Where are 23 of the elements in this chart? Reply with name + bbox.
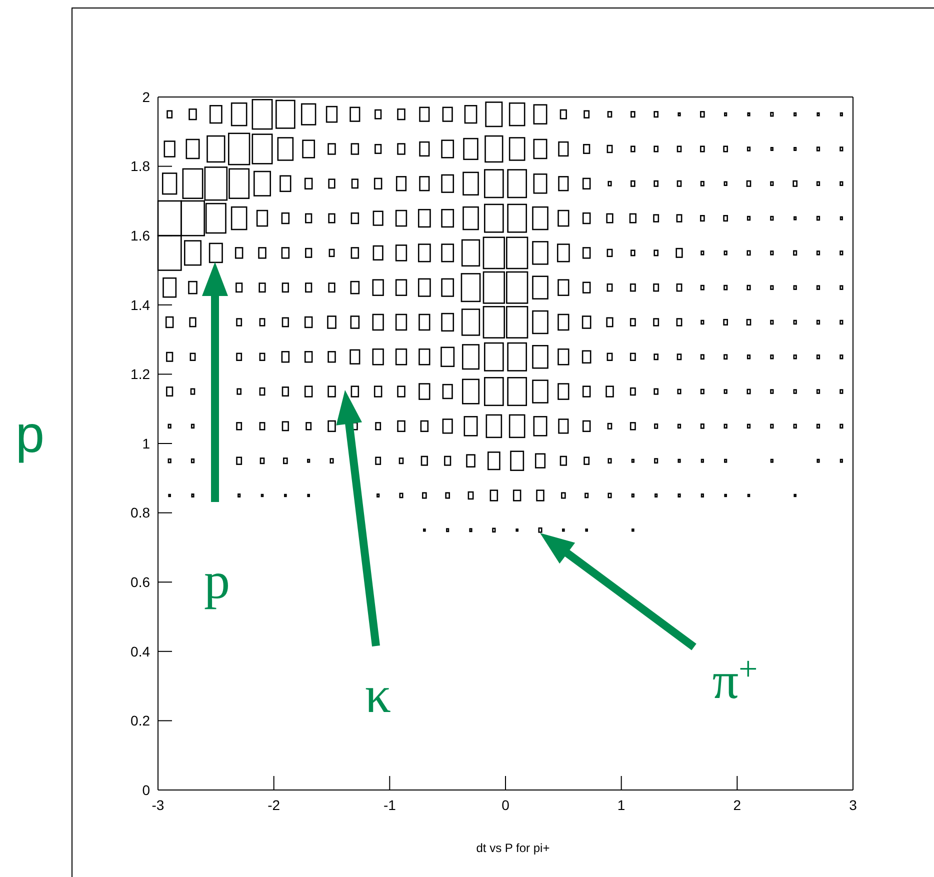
x-tick-label: 3 (849, 797, 858, 813)
y-tick-label: 0 (142, 782, 150, 798)
annotation: p (204, 553, 230, 610)
x-tick-label: -1 (383, 797, 396, 813)
x-tick-label: -3 (152, 797, 164, 813)
x-axis-title: dt vs P for pi+ (476, 841, 550, 855)
y-tick-label: 1.4 (130, 296, 150, 313)
y-tick-label: 1.6 (130, 228, 150, 244)
x-tick-label: 2 (733, 797, 742, 813)
y-axis-title: p (16, 406, 44, 464)
y-tick-label: 0.8 (130, 504, 150, 521)
annotation: π$^{+}$ (712, 650, 758, 710)
x-tick-label: 1 (617, 797, 626, 813)
y-tick-label: 2 (142, 88, 150, 105)
y-tick-label: 1.8 (130, 158, 150, 174)
annotation: κ (364, 667, 392, 724)
x-tick-label: 0 (502, 797, 510, 813)
y-tick-label: 0.6 (130, 574, 150, 590)
y-tick-label: 1 (142, 435, 150, 452)
x-tick-label: -2 (268, 797, 280, 813)
y-tick-label: 0.4 (130, 643, 150, 660)
y-tick-label: 1.2 (130, 366, 150, 382)
y-tick-label: 0.2 (130, 712, 150, 729)
